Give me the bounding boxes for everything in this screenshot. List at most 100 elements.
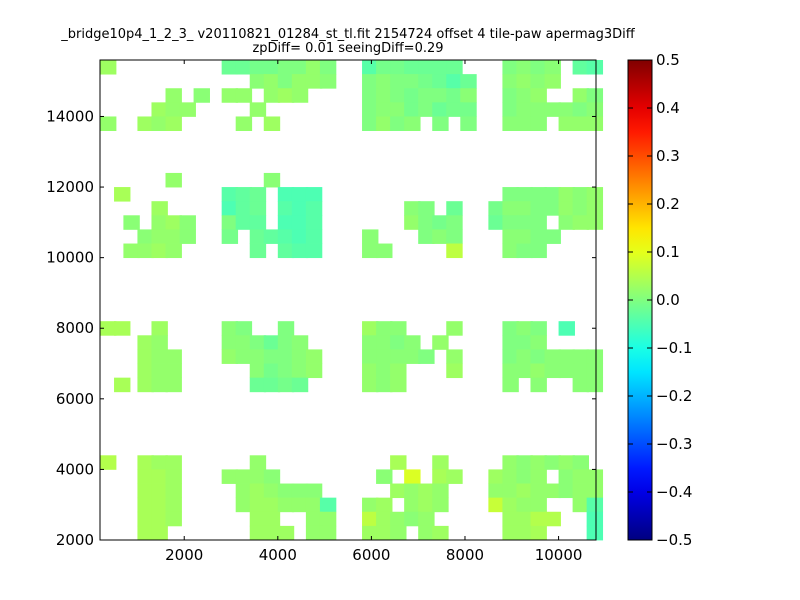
heatmap-cell [572,215,589,230]
heatmap-cell [516,116,533,131]
heatmap-cell [572,377,589,393]
heatmap-cell [277,187,295,202]
heatmap-cell [418,229,435,244]
y-tick-label: 12000 [46,178,94,196]
heatmap-cell [404,201,421,216]
heatmap-cell [362,497,379,513]
heatmap-cell [249,483,267,499]
heatmap-cell [319,497,337,513]
heatmap-cell [165,497,182,513]
heatmap-cell [558,483,575,499]
heatmap-cell [432,229,449,244]
heatmap-cell [530,116,547,131]
colorbar: −0.5 −0.4 −0.3 −0.2 −0.1 0.0 0.1 0.2 0.3 0.4 0.5 [627,51,692,549]
heatmap-cell [305,229,323,244]
heatmap-cell [432,215,449,230]
plot-area: 2000 4000 6000 8000 10000 2000 4000 6000 8000 10… [46,59,604,564]
heatmap-cell [165,363,182,379]
heatmap-cell [488,469,505,484]
colorbar-tick-label: −0.1 [656,339,692,357]
heatmap-cell [165,88,182,103]
heatmap-cell [362,229,379,244]
heatmap-cell [277,74,295,89]
heatmap-cell [390,377,407,393]
heatmap-cell [235,349,253,364]
heatmap-cell [586,483,604,499]
heatmap-cell [418,102,435,117]
heatmap-cell [544,349,561,364]
heatmap-cell [502,243,519,259]
heatmap-cell [263,60,281,75]
heatmap-cell [516,455,533,470]
heatmap-cell [137,511,154,527]
heatmap-cell [235,483,253,499]
heatmap-cell [277,349,295,364]
heatmap-cell [516,525,533,541]
heatmap-cell [516,88,533,103]
heatmap-cell [432,497,449,513]
heatmap-cell [432,116,449,131]
heatmap-cell [418,215,435,230]
heatmap-cell [137,525,154,541]
heatmap-cell [263,377,281,393]
heatmap-cell [305,74,323,89]
heatmap-cell [530,60,547,75]
heatmap-cell [446,321,463,336]
heatmap-cell [586,102,604,117]
heatmap-cell [165,102,182,117]
heatmap-cell [137,469,154,484]
heatmap-cell [544,201,561,216]
heatmap-cell [151,229,168,244]
colorbar-tick-label: −0.3 [656,435,692,453]
heatmap-cell [362,377,379,393]
heatmap-cell [291,74,309,89]
heatmap-cell [404,215,421,230]
heatmap-cell [235,88,253,103]
heatmap-cell [263,497,281,513]
heatmap-cell [516,60,533,75]
heatmap-cell [418,74,435,89]
heatmap-cell [544,455,561,470]
heatmap-cell [151,469,168,484]
heatmap-cell [530,483,547,499]
heatmap-cell [502,335,519,350]
heatmap-cell [488,483,505,499]
heatmap-cell [446,88,463,103]
heatmap-cell [544,60,561,75]
heatmap-cell [516,321,533,336]
heatmap-cell [221,321,239,336]
x-tick-label: 4000 [259,546,297,564]
heatmap-cell [530,511,547,527]
heatmap-cell [249,349,267,364]
heatmap-cell [432,455,449,470]
heatmap-cell [502,229,519,244]
heatmap-cell [516,243,533,259]
heatmap-cell [291,215,309,230]
heatmap-cell [305,497,323,513]
heatmap-cell [179,102,196,117]
heatmap-cell [544,363,561,379]
heatmap-cell [123,243,140,259]
heatmap-cell [502,497,519,513]
heatmap-cell [151,377,168,393]
heatmap-cell [404,469,421,484]
heatmap-cell [305,349,323,364]
heatmap-cell [137,483,154,499]
heatmap-cell [432,335,449,350]
heatmap-cell [362,60,379,75]
colorbar-tick-label: 0.4 [656,99,680,117]
heatmap-cell [390,335,407,350]
heatmap-cell [376,335,393,350]
heatmap-cell [277,483,295,499]
heatmap-cell [376,525,393,541]
heatmap-cell [100,321,117,336]
heatmap-cell [586,187,604,202]
heatmap-cell [404,349,421,364]
heatmap-cell [291,335,309,350]
heatmap-cell [390,60,407,75]
heatmap-cell [235,215,253,230]
heatmap-cell [221,60,239,75]
heatmap-cell [151,363,168,379]
heatmap-cell [530,243,547,259]
